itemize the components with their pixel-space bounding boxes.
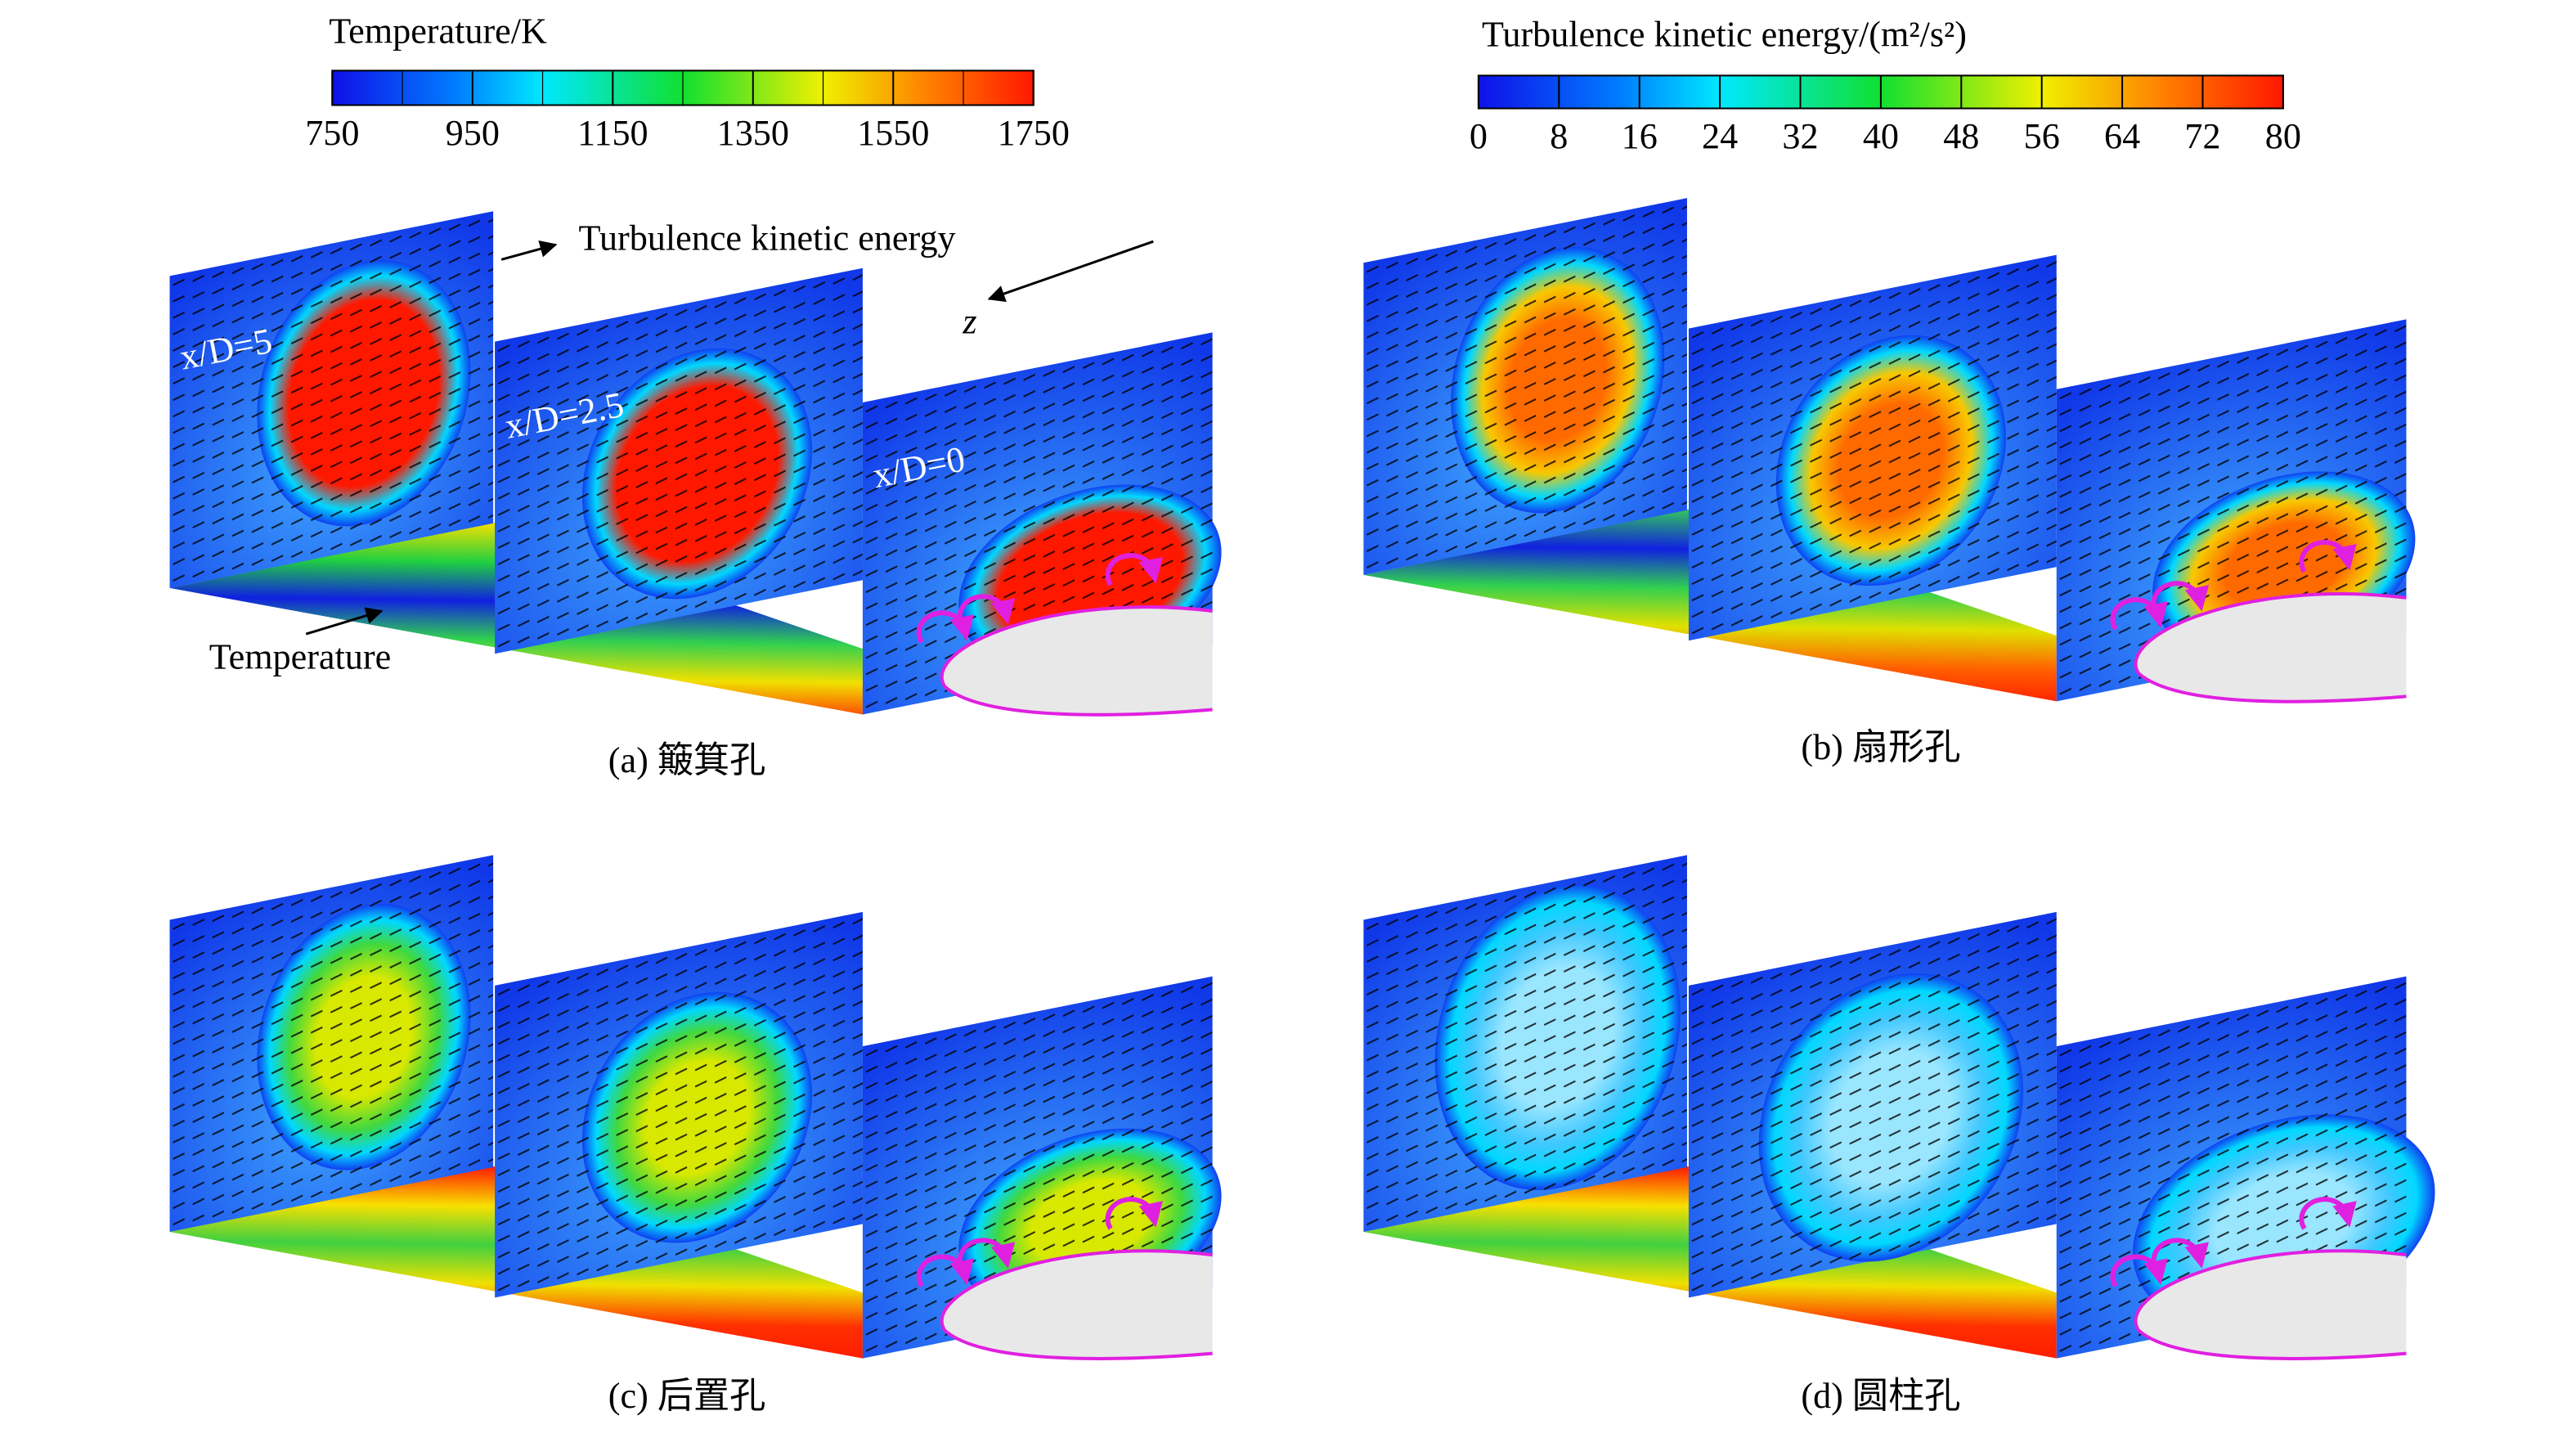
vortex-arrow bbox=[2299, 539, 2357, 573]
colorbar-tick-label: 750 bbox=[305, 113, 359, 153]
plane bbox=[495, 267, 863, 654]
vectors bbox=[1688, 911, 2057, 1298]
colorbar-tick-label: 72 bbox=[2184, 116, 2220, 156]
hole bbox=[2134, 592, 2407, 703]
colorbar-tick-label: 56 bbox=[2024, 116, 2060, 156]
vectors bbox=[495, 911, 863, 1298]
colorbar-tick-label: 1150 bbox=[577, 113, 648, 153]
arrow bbox=[500, 240, 558, 261]
vectors bbox=[495, 267, 863, 654]
plane bbox=[495, 911, 863, 1298]
panel: (c) 后置孔 bbox=[169, 855, 1222, 1416]
plane bbox=[1688, 911, 2057, 1298]
vortex-arrow bbox=[1105, 553, 1163, 586]
vectors bbox=[169, 211, 494, 588]
vectors bbox=[1363, 855, 1687, 1233]
panels: (a) 簸箕孔 (b) 扇形孔 (c) 后置孔 (d) 圆柱孔 bbox=[169, 198, 2435, 1416]
plane bbox=[1363, 198, 1687, 575]
vectors bbox=[169, 855, 494, 1233]
panel-caption: (c) 后置孔 bbox=[608, 1376, 766, 1416]
colorbar-tick-label: 0 bbox=[1470, 116, 1488, 156]
colorbar-title: Turbulence kinetic energy/(m²/s²) bbox=[1482, 14, 1967, 54]
plane bbox=[169, 211, 494, 588]
plane bbox=[1688, 254, 2057, 641]
vortex-arrow bbox=[957, 594, 1016, 627]
colorbar-tick-label: 80 bbox=[2265, 116, 2301, 156]
panel-caption: (a) 簸箕孔 bbox=[608, 740, 766, 780]
colorbar-tick-label: 950 bbox=[446, 113, 500, 153]
plane bbox=[1363, 855, 1687, 1233]
panel: (b) 扇形孔 bbox=[1363, 198, 2416, 767]
vortex-arrow bbox=[2151, 581, 2210, 614]
colorbar-tick-label: 24 bbox=[1702, 116, 1738, 156]
vectors bbox=[1363, 198, 1687, 575]
colorbar-tick-label: 8 bbox=[1550, 116, 1568, 156]
hole bbox=[940, 605, 1213, 717]
colorbar-tick-label: 40 bbox=[1863, 116, 1899, 156]
vortex-arrow bbox=[2299, 1197, 2357, 1230]
z-label: z bbox=[962, 302, 976, 342]
tke-label: Turbulence kinetic energy bbox=[579, 218, 956, 258]
panel-caption: (d) 圆柱孔 bbox=[1801, 1376, 1960, 1416]
colorbar-tick-label: 32 bbox=[1782, 116, 1818, 156]
panel: (d) 圆柱孔 bbox=[1363, 855, 2435, 1416]
colorbar-tick-label: 64 bbox=[2104, 116, 2140, 156]
colorbar-tick-label: 1550 bbox=[857, 113, 929, 153]
colorbar-tick-label: 16 bbox=[1622, 116, 1658, 156]
colorbar-tick-label: 48 bbox=[1943, 116, 1979, 156]
hole bbox=[940, 1249, 1213, 1360]
hole bbox=[2134, 1249, 2407, 1360]
colorbar-tick-label: 1750 bbox=[998, 113, 1070, 153]
vectors bbox=[1688, 254, 2057, 641]
vortex-arrow bbox=[1105, 1197, 1163, 1230]
colorbars: Temperature/K 750 950 1150 1350 1550 1750 Turbu… bbox=[305, 11, 2301, 156]
panel-caption: (b) 扇形孔 bbox=[1801, 727, 1960, 767]
arrow bbox=[987, 240, 1154, 303]
plane bbox=[169, 855, 494, 1233]
panel: (a) 簸箕孔 bbox=[169, 211, 1222, 780]
vortex-arrow bbox=[957, 1238, 1016, 1271]
arrow bbox=[305, 607, 384, 636]
floor-label: Temperature bbox=[209, 636, 391, 676]
vortex-arrow bbox=[2151, 1238, 2210, 1271]
colorbar-title: Temperature/K bbox=[329, 11, 547, 51]
colorbar-tick-label: 1350 bbox=[717, 113, 789, 153]
